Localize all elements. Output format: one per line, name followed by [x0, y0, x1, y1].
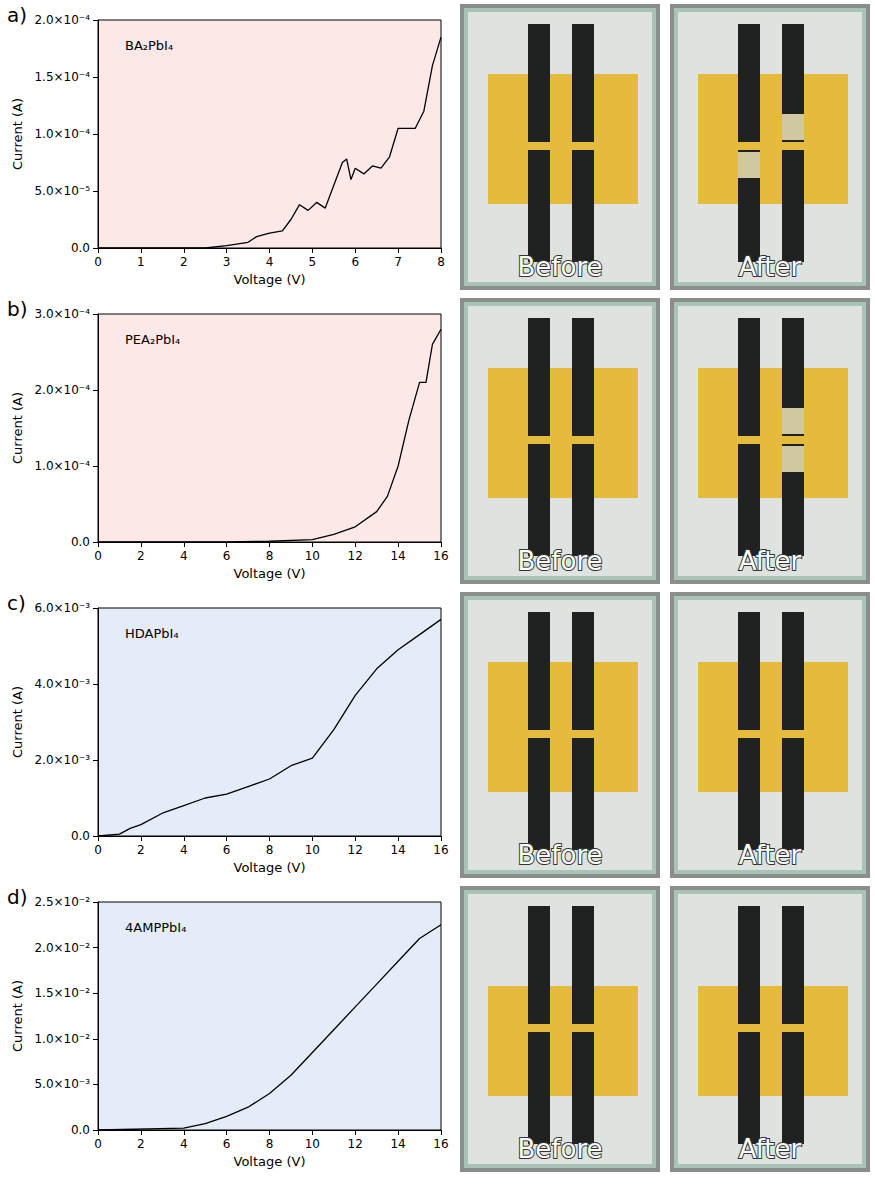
svg-text:2: 2 — [137, 843, 145, 857]
svg-text:1.0×10⁻²: 1.0×10⁻² — [34, 1032, 90, 1046]
svg-text:5.0×10⁻⁵: 5.0×10⁻⁵ — [34, 184, 90, 198]
svg-text:b): b) — [7, 297, 28, 321]
svg-text:6: 6 — [351, 255, 359, 269]
svg-text:2.0×10⁻⁴: 2.0×10⁻⁴ — [34, 13, 90, 27]
svg-text:0: 0 — [94, 1137, 102, 1151]
svg-text:12: 12 — [348, 1137, 363, 1151]
svg-text:4: 4 — [266, 255, 274, 269]
svg-text:10: 10 — [305, 1137, 320, 1151]
svg-text:10: 10 — [305, 549, 320, 563]
svg-text:12: 12 — [348, 549, 363, 563]
svg-text:Voltage (V): Voltage (V) — [234, 860, 306, 875]
svg-text:Before: Before — [517, 840, 602, 870]
svg-text:10: 10 — [305, 843, 320, 857]
svg-text:1: 1 — [137, 255, 145, 269]
svg-text:8: 8 — [266, 1137, 274, 1151]
svg-text:14: 14 — [390, 549, 405, 563]
svg-text:2: 2 — [137, 1137, 145, 1151]
svg-text:1.0×10⁻⁴: 1.0×10⁻⁴ — [34, 459, 90, 473]
svg-text:0: 0 — [94, 255, 102, 269]
svg-text:3.0×10⁻⁴: 3.0×10⁻⁴ — [34, 307, 90, 321]
svg-text:a): a) — [7, 3, 27, 27]
svg-text:1.5×10⁻⁴: 1.5×10⁻⁴ — [34, 70, 90, 84]
svg-text:0: 0 — [94, 549, 102, 563]
svg-text:12: 12 — [348, 843, 363, 857]
svg-text:1.5×10⁻²: 1.5×10⁻² — [34, 986, 90, 1000]
svg-text:7: 7 — [394, 255, 402, 269]
svg-text:6: 6 — [223, 843, 231, 857]
svg-text:BA₂PbI₄: BA₂PbI₄ — [125, 38, 173, 53]
svg-text:0.0: 0.0 — [71, 829, 90, 843]
svg-text:2.0×10⁻⁴: 2.0×10⁻⁴ — [34, 383, 90, 397]
svg-text:After: After — [739, 252, 802, 282]
svg-text:2: 2 — [137, 549, 145, 563]
svg-text:Voltage (V): Voltage (V) — [234, 566, 306, 581]
svg-text:Voltage (V): Voltage (V) — [234, 1154, 306, 1169]
svg-text:2: 2 — [180, 255, 188, 269]
svg-text:0.0: 0.0 — [71, 241, 90, 255]
svg-text:Current (A): Current (A) — [10, 980, 25, 1052]
svg-text:Current (A): Current (A) — [10, 392, 25, 464]
svg-text:16: 16 — [433, 549, 448, 563]
svg-text:2.5×10⁻²: 2.5×10⁻² — [34, 895, 90, 909]
svg-text:c): c) — [7, 591, 26, 615]
svg-text:8: 8 — [266, 549, 274, 563]
svg-text:HDAPbI₄: HDAPbI₄ — [125, 626, 179, 641]
svg-text:Current (A): Current (A) — [10, 98, 25, 170]
svg-text:Before: Before — [517, 252, 602, 282]
svg-text:4.0×10⁻³: 4.0×10⁻³ — [34, 677, 90, 691]
svg-text:14: 14 — [390, 843, 405, 857]
svg-text:4: 4 — [180, 549, 188, 563]
svg-text:5.0×10⁻³: 5.0×10⁻³ — [34, 1077, 90, 1091]
svg-text:Current (A): Current (A) — [10, 686, 25, 758]
svg-text:2.0×10⁻³: 2.0×10⁻³ — [34, 753, 90, 767]
svg-text:4: 4 — [180, 843, 188, 857]
svg-text:d): d) — [7, 885, 28, 909]
svg-text:16: 16 — [433, 1137, 448, 1151]
svg-text:6: 6 — [223, 1137, 231, 1151]
svg-text:5: 5 — [309, 255, 317, 269]
svg-text:After: After — [739, 546, 802, 576]
svg-text:14: 14 — [390, 1137, 405, 1151]
svg-text:Before: Before — [517, 546, 602, 576]
svg-text:0.0: 0.0 — [71, 1123, 90, 1137]
svg-text:8: 8 — [266, 843, 274, 857]
svg-text:4AMPPbI₄: 4AMPPbI₄ — [125, 920, 186, 935]
svg-text:16: 16 — [433, 843, 448, 857]
svg-text:3: 3 — [223, 255, 231, 269]
svg-text:2.0×10⁻²: 2.0×10⁻² — [34, 941, 90, 955]
svg-text:PEA₂PbI₄: PEA₂PbI₄ — [125, 332, 180, 347]
svg-text:4: 4 — [180, 1137, 188, 1151]
svg-text:Voltage (V): Voltage (V) — [234, 272, 306, 287]
svg-text:0.0: 0.0 — [71, 535, 90, 549]
svg-text:After: After — [739, 840, 802, 870]
svg-text:Before: Before — [517, 1134, 602, 1164]
svg-text:8: 8 — [437, 255, 445, 269]
svg-text:After: After — [739, 1134, 802, 1164]
svg-text:6: 6 — [223, 549, 231, 563]
svg-text:6.0×10⁻³: 6.0×10⁻³ — [34, 601, 90, 615]
svg-text:0: 0 — [94, 843, 102, 857]
svg-text:1.0×10⁻⁴: 1.0×10⁻⁴ — [34, 127, 90, 141]
